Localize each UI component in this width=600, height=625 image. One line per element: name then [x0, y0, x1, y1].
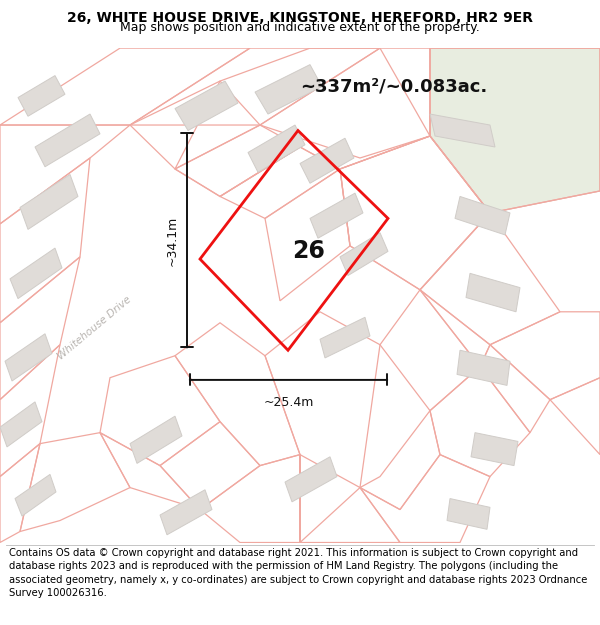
Polygon shape [430, 114, 495, 147]
Polygon shape [455, 196, 510, 235]
Polygon shape [0, 402, 42, 447]
Text: ~34.1m: ~34.1m [166, 215, 179, 266]
Polygon shape [10, 248, 62, 299]
Polygon shape [300, 138, 354, 183]
Polygon shape [160, 490, 212, 535]
Polygon shape [175, 81, 238, 131]
Polygon shape [248, 125, 305, 172]
Polygon shape [340, 232, 388, 276]
Polygon shape [20, 174, 78, 229]
Polygon shape [430, 48, 600, 213]
Text: Whitehouse Drive: Whitehouse Drive [56, 295, 134, 362]
Polygon shape [18, 76, 65, 116]
Polygon shape [471, 432, 518, 466]
Polygon shape [310, 193, 363, 238]
Text: 26: 26 [292, 239, 325, 262]
Polygon shape [5, 334, 52, 381]
Text: ~337m²/~0.083ac.: ~337m²/~0.083ac. [300, 78, 487, 96]
Polygon shape [255, 64, 322, 114]
Polygon shape [15, 474, 56, 516]
Text: Contains OS data © Crown copyright and database right 2021. This information is : Contains OS data © Crown copyright and d… [9, 548, 587, 598]
Polygon shape [285, 457, 337, 502]
Polygon shape [447, 499, 490, 529]
Polygon shape [320, 318, 370, 358]
Polygon shape [466, 273, 520, 312]
Text: Map shows position and indicative extent of the property.: Map shows position and indicative extent… [120, 21, 480, 34]
Text: 26, WHITE HOUSE DRIVE, KINGSTONE, HEREFORD, HR2 9ER: 26, WHITE HOUSE DRIVE, KINGSTONE, HEREFO… [67, 11, 533, 24]
Polygon shape [457, 350, 510, 386]
Text: ~25.4m: ~25.4m [263, 396, 314, 409]
Polygon shape [35, 114, 100, 167]
Polygon shape [130, 416, 182, 463]
